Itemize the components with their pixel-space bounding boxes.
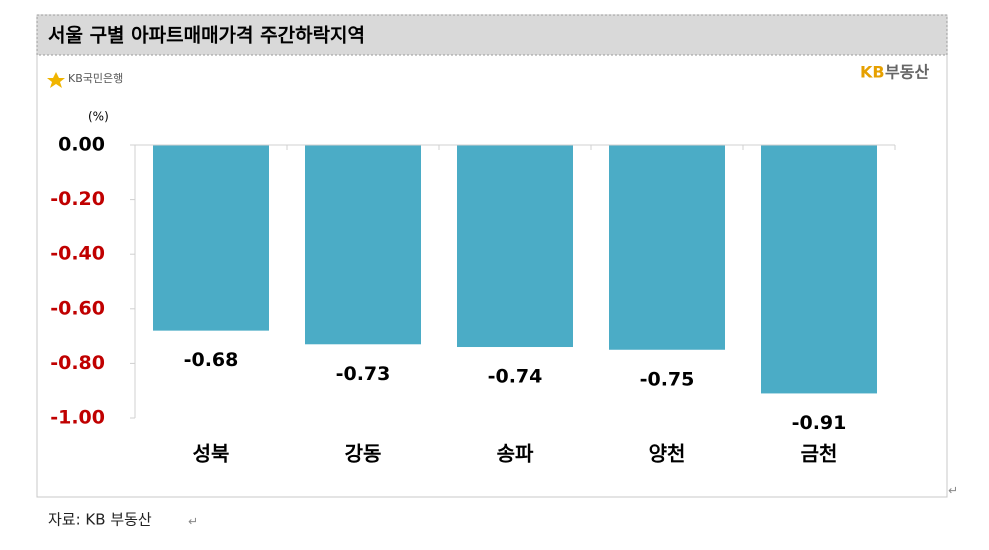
title-bar [36, 14, 948, 56]
logo-right-name: 부동산 [885, 63, 929, 82]
value-label: -0.91 [792, 412, 847, 434]
x-tick-label: 성북 [193, 442, 230, 466]
y-tick-label: 0.00 [58, 134, 105, 156]
unit-label: (%) [88, 110, 109, 124]
x-tick-label: 송파 [497, 442, 534, 466]
value-label: -0.75 [640, 368, 695, 390]
logo-left-icon [47, 72, 65, 88]
paragraph-mark: ↵ [948, 484, 958, 498]
value-label: -0.74 [488, 366, 543, 388]
bar [153, 145, 269, 331]
value-label: -0.68 [184, 349, 239, 371]
logo-right-mark: KB [860, 63, 885, 82]
bar [761, 145, 877, 394]
bar [609, 145, 725, 350]
y-tick-label: -0.60 [50, 297, 105, 319]
y-tick-label: -0.40 [50, 243, 105, 265]
chart-title: 서울 구별 아파트매매가격 주간하락지역 [48, 25, 365, 47]
y-tick-label: -0.20 [50, 188, 105, 210]
value-label: -0.73 [336, 363, 391, 385]
logo-left: KB국민은행 [68, 72, 123, 85]
bar [457, 145, 573, 348]
x-tick-label: 양천 [649, 442, 686, 466]
y-tick-label: -0.80 [50, 352, 105, 374]
x-tick-label: 강동 [345, 442, 382, 466]
source-note: 자료: KB 부동산 [48, 511, 152, 529]
x-tick-label: 금천 [801, 442, 838, 466]
paragraph-mark: ↵ [188, 515, 198, 529]
bar [305, 145, 421, 345]
y-tick-label: -1.00 [50, 407, 105, 429]
